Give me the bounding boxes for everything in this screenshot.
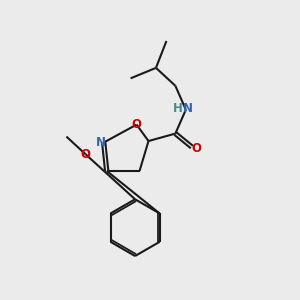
Text: N: N	[96, 136, 106, 149]
Text: O: O	[81, 148, 91, 161]
Text: H: H	[172, 102, 182, 115]
Text: O: O	[132, 118, 142, 131]
Text: N: N	[183, 102, 193, 115]
Text: O: O	[191, 142, 201, 155]
